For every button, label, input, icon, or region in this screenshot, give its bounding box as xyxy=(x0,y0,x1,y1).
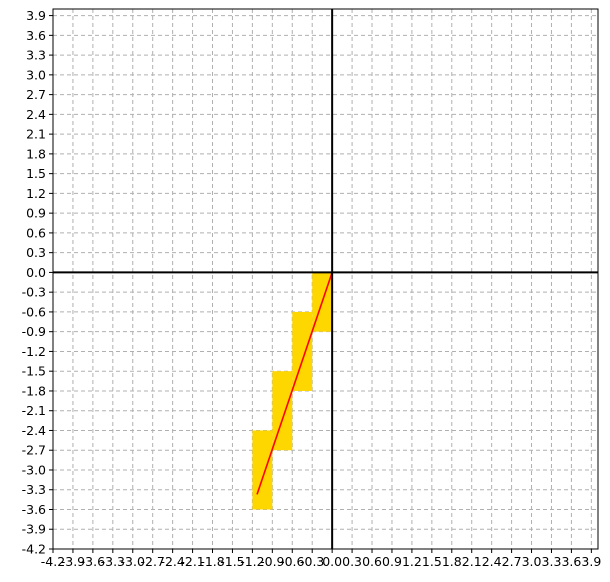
x-tick-label: -1.2 xyxy=(240,554,264,569)
y-tick-label: 1.5 xyxy=(26,166,46,181)
y-tick-label: -4.2 xyxy=(22,542,46,557)
y-tick-label: 0.9 xyxy=(26,206,46,221)
y-tick-label: 0.3 xyxy=(26,245,46,260)
y-tick-label: -2.4 xyxy=(22,423,46,438)
shaded-rectangles xyxy=(252,272,333,510)
x-tick-label: -3.3 xyxy=(101,554,125,569)
x-tick-label: 3.0 xyxy=(522,554,542,569)
x-tick-label: -1.5 xyxy=(220,554,244,569)
y-tick-label: 0.0 xyxy=(26,265,46,280)
y-tick-label: -1.5 xyxy=(22,364,46,379)
plot-frame xyxy=(52,8,599,550)
grid xyxy=(52,9,598,550)
shaded-rectangle xyxy=(252,430,273,510)
x-tick-label: -0.3 xyxy=(300,554,324,569)
x-tick-label: 0.0 xyxy=(322,554,342,569)
y-tick-label: -0.3 xyxy=(22,285,46,300)
x-tick-labels: -4.2-3.9-3.6-3.3-3.0-2.7-2.4-2.1-1.8-1.5… xyxy=(41,549,601,569)
axes xyxy=(53,9,598,549)
x-tick-label: 3.9 xyxy=(581,554,601,569)
y-tick-label: 3.6 xyxy=(26,28,46,43)
y-tick-label: -0.6 xyxy=(22,304,46,319)
data-line xyxy=(256,272,333,495)
x-tick-label: 0.3 xyxy=(342,554,362,569)
y-tick-label: 2.7 xyxy=(26,87,46,102)
y-tick-labels: -4.2 -3.9 -3.6 -3.3 -3.0 -2.7 -2.4 -2.1 -1.8 -1.5… xyxy=(22,8,53,557)
shaded-rectangle xyxy=(292,311,313,391)
x-tick-label: 0.9 xyxy=(382,554,402,569)
x-tick-label: 3.3 xyxy=(542,554,562,569)
x-tick-label: -1.8 xyxy=(200,554,224,569)
y-tick-label: 2.4 xyxy=(26,107,46,122)
x-tick-label: -3.6 xyxy=(81,554,105,569)
y-tick-label: -3.3 xyxy=(22,482,46,497)
y-tick-label: 0.6 xyxy=(26,225,46,240)
shaded-rectangle xyxy=(272,371,293,451)
y-tick-label: 3.3 xyxy=(26,48,46,63)
x-tick-label: 0.6 xyxy=(362,554,382,569)
x-tick-label: 1.2 xyxy=(402,554,422,569)
x-tick-label: -3.0 xyxy=(121,554,145,569)
x-tick-label: 1.5 xyxy=(422,554,442,569)
x-tick-label: 2.4 xyxy=(482,554,502,569)
x-tick-label: 2.1 xyxy=(462,554,482,569)
x-tick-label: 1.8 xyxy=(442,554,462,569)
y-tick-label: -1.8 xyxy=(22,383,46,398)
y-tick-label: -3.6 xyxy=(22,502,46,517)
x-tick-label: -2.1 xyxy=(180,554,204,569)
x-tick-label: 3.6 xyxy=(561,554,581,569)
y-tick-label: 3.9 xyxy=(26,8,46,23)
x-tick-label: -4.2 xyxy=(41,554,65,569)
x-tick-label: -3.9 xyxy=(61,554,85,569)
y-tick-label: -3.0 xyxy=(22,462,46,477)
x-tick-label: -2.7 xyxy=(140,554,164,569)
y-tick-label: 2.1 xyxy=(26,127,46,142)
x-tick-label: -0.6 xyxy=(280,554,304,569)
y-tick-label: -2.1 xyxy=(22,403,46,418)
x-tick-label: -0.9 xyxy=(260,554,284,569)
y-tick-label: -3.9 xyxy=(22,522,46,537)
x-tick-label: 2.7 xyxy=(502,554,522,569)
data-line-layer xyxy=(256,272,333,495)
y-tick-label: 1.2 xyxy=(26,186,46,201)
y-tick-label: -2.7 xyxy=(22,443,46,458)
y-tick-label: 3.0 xyxy=(26,67,46,82)
y-tick-label: -0.9 xyxy=(22,324,46,339)
x-tick-label: -2.4 xyxy=(160,554,184,569)
y-tick-label: -1.2 xyxy=(22,344,46,359)
y-tick-label: 1.8 xyxy=(26,146,46,161)
